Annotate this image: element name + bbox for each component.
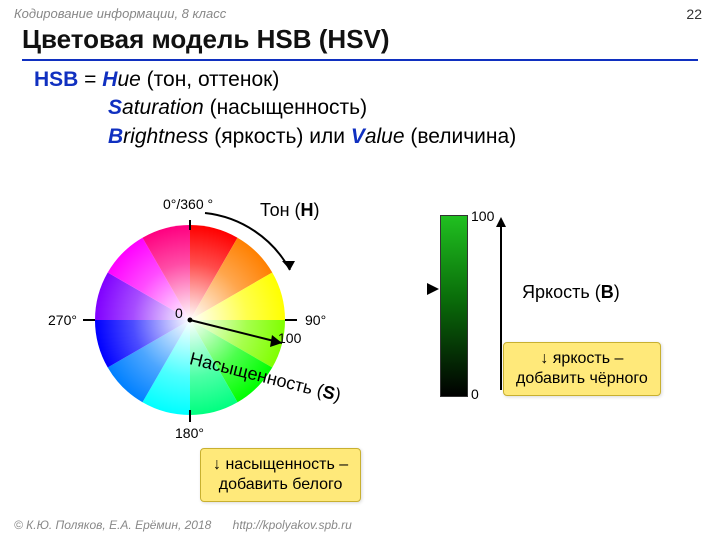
page-title: Цветовая модель HSB (HSV) (22, 24, 698, 61)
footer-copyright: © К.Ю. Поляков, Е.А. Ерёмин, 2018 (14, 518, 211, 532)
callout-brightness: ↓ яркость –добавить чёрного (503, 342, 661, 396)
brightness-top: 100 (471, 208, 494, 224)
definitions: HSB = Hue (тон, оттенок) Saturation (нас… (34, 66, 516, 151)
footer-url: http://kpolyakov.spb.ru (233, 518, 352, 532)
brightness-bar (440, 215, 468, 397)
deg-0-label: 0°/360 ° (163, 196, 213, 212)
sat-100: 100 (278, 330, 301, 346)
brightness-pointer-icon (425, 281, 441, 297)
footer: © К.Ю. Поляков, Е.А. Ерёмин, 2018 http:/… (14, 518, 352, 532)
deg-180-label: 180° (175, 425, 204, 441)
center-zero: 0 (175, 305, 183, 321)
callout-saturation: ↓ насыщенность –добавить белого (200, 448, 361, 502)
brightness-bottom: 0 (471, 386, 479, 402)
page-number: 22 (686, 6, 702, 22)
hsb-abbr: HSB (34, 68, 78, 91)
deg-90-label: 90° (305, 312, 326, 328)
hue-label: Тон (H) (260, 200, 320, 221)
header-course: Кодирование информации, 8 класс (14, 6, 226, 21)
brightness-label: Яркость (B) (522, 282, 620, 303)
deg-270-label: 270° (48, 312, 77, 328)
